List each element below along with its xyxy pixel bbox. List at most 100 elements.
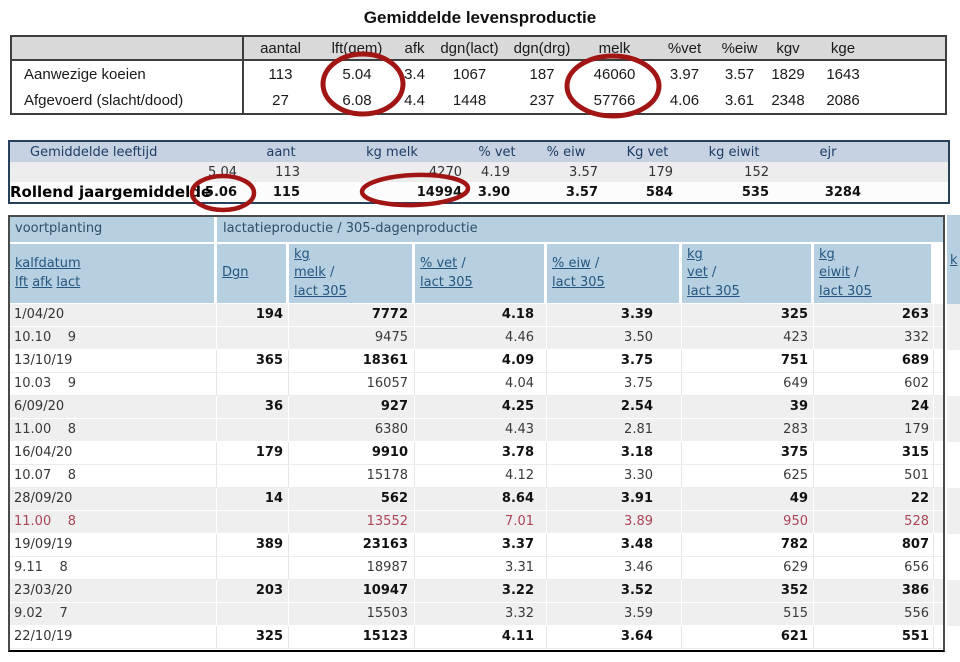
cell: 4.19 [481,164,510,180]
cell: 3.89 [547,511,682,534]
calving-date-cell: 13/10/19 [10,350,217,373]
cell: 584 [645,184,673,200]
cell: 3.46 [547,557,682,580]
table-row: 1/04/20 194 7772 4.18 3.39 325 263 [10,304,943,327]
column-header-kg-eiwit-lact305: kg eiwit / lact 305 [814,244,934,303]
cell: 1643 [826,65,860,83]
cell [217,557,289,580]
column-header-kg-melk: kg melk [366,144,418,160]
cell [217,373,289,396]
table-row: 13/10/19 365 18361 4.09 3.75 751 689 [10,350,943,373]
sort-link-lact-305[interactable]: lact 305 [420,274,473,290]
cell: 4.11 [415,626,547,649]
cutoff-row-fragment [947,511,960,534]
row-filler [934,557,943,580]
cell: 423 [682,327,814,350]
sort-link-kg[interactable]: kg [687,247,703,263]
cutoff-row-fragment [947,396,960,419]
sort-link-melk[interactable]: melk [294,265,326,281]
cell: 3.31 [415,557,547,580]
cell: 6380 [289,419,415,442]
cell: 18361 [289,350,415,373]
row-filler [934,396,943,419]
column-header-ejr: ejr [819,144,837,160]
rolling-average-header-row: Gemiddelde leeftijd aant kg melk % vet % eiw… [10,142,948,162]
sort-link-lact-305[interactable]: lact 305 [552,274,605,290]
table-row: 6/09/20 36 927 4.25 2.54 39 24 [10,396,943,419]
cell: 7772 [289,304,415,327]
cell: 4.09 [415,350,547,373]
column-header-%eiw: %eiw [721,39,758,57]
cell: 3.48 [547,534,682,557]
sort-link--eiw[interactable]: % eiw [552,256,591,272]
cell: 3.4 [404,65,425,83]
table-row: 16/04/20 179 9910 3.78 3.18 375 315 [10,442,943,465]
cell: 656 [814,557,934,580]
lifetime-table-header-row: aantal lft(gem) afk dgn(lact) dgn(drg) melk %v… [12,37,945,61]
column-header--eiw: % eiw [546,144,586,160]
calving-date-cell: 11.00 8 [10,419,217,442]
table-row: 28/09/20 14 562 8.64 3.91 49 22 [10,488,943,511]
row-filler [934,580,943,603]
cell: 3.39 [547,304,682,327]
calving-date-cell: 9.11 8 [10,557,217,580]
cutoff-row-fragment [947,304,960,327]
cell: 4.4 [404,91,425,109]
cell: 283 [682,419,814,442]
cell: 352 [682,580,814,603]
cutoff-row-fragment [947,580,960,603]
cell: 203 [217,580,289,603]
lifetime-table-body: Aanwezige koeien 113 5.04 3.4 1067 187 46060 3.… [12,61,945,113]
cell: 325 [217,626,289,649]
lactation-table-body: 1/04/20 194 7772 4.18 3.39 325 263 10.10 9 9475 4… [10,304,943,649]
cell: 57766 [593,91,636,109]
row-filler [934,534,943,557]
column-header-melk: melk [598,39,631,57]
cell: 315 [814,442,934,465]
table-row: 10.03 9 16057 4.04 3.75 649 602 [10,373,943,396]
cell: 2348 [771,91,805,109]
cell: 22 [814,488,934,511]
sort-link-lact-305[interactable]: lact 305 [687,283,740,299]
sort-link-lft[interactable]: lft [15,274,29,290]
sort-link-eiwit[interactable]: eiwit [819,265,850,281]
sort-link-lact-305[interactable]: lact 305 [294,283,347,299]
page-title: Gemiddelde levensproductie [363,8,597,27]
column-header-kg-eiwit: kg eiwit [708,144,760,160]
sort-link--vet[interactable]: % vet [420,256,458,272]
column-header-kg-vet-lact305: kg vet / lact 305 [682,244,814,303]
cell: 927 [289,396,415,419]
cell: 3.32 [415,603,547,626]
sort-link-kg[interactable]: kg [294,247,310,263]
column-header--vet: % vet [478,144,516,160]
sort-link-vet[interactable]: vet [687,265,708,281]
table-row: Aanwezige koeien 113 5.04 3.4 1067 187 46060 3.… [12,61,945,87]
rolling-average-label: Rollend jaargemiddelde [10,183,212,201]
cell: 7.01 [415,511,547,534]
row-filler [934,327,943,350]
cell: 501 [814,465,934,488]
cell: 10947 [289,580,415,603]
cutoff-column-header: k [947,215,960,304]
cell: 649 [682,373,814,396]
sort-link-lact[interactable]: lact [56,274,81,290]
cell: 3.57 [724,65,755,83]
cutoff-row-fragment [947,488,960,511]
cell: 16057 [289,373,415,396]
cell: 386 [814,580,934,603]
sort-link-lact-305[interactable]: lact 305 [819,283,872,299]
column-header-pct-eiw-lact305: % eiw / lact 305 [547,244,682,303]
sort-link-kg[interactable]: kg [819,247,835,263]
row-filler [934,419,943,442]
column-header-afk: afk [404,39,425,57]
sort-link-Dgn[interactable]: Dgn [222,265,249,281]
cutoff-row-fragment [947,350,960,373]
cell: 3.50 [547,327,682,350]
cell: 3.90 [477,184,510,200]
sort-link-afk[interactable]: afk [32,274,53,290]
cell: 365 [217,350,289,373]
calving-date-cell: 1/04/20 [10,304,217,327]
sort-link-kalfdatum[interactable]: kalfdatum [15,256,81,272]
cell: 179 [648,164,673,180]
row-filler [934,442,943,465]
